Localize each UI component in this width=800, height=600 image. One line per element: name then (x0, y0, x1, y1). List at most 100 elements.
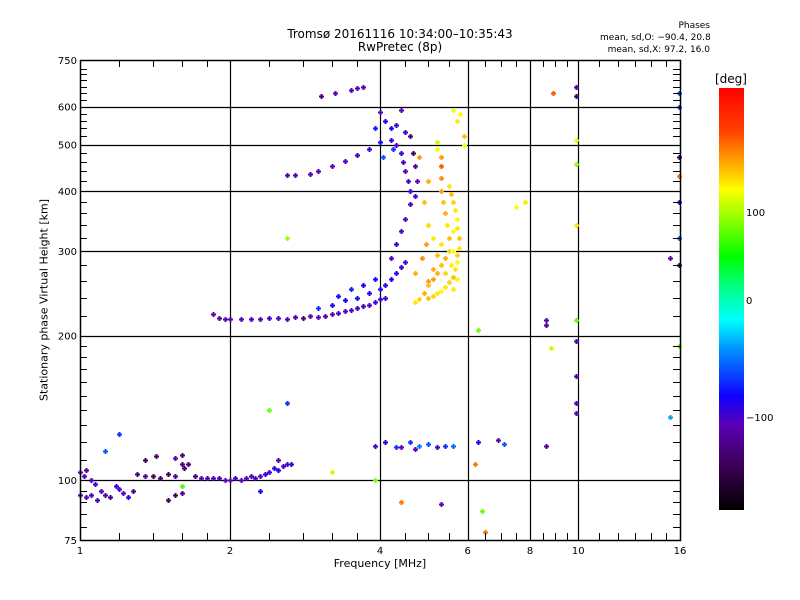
data-point (389, 126, 394, 131)
data-point (373, 444, 378, 449)
data-point-vbar (382, 155, 385, 160)
data-point (217, 316, 222, 321)
data-point (441, 200, 446, 205)
data-point-vbar (302, 316, 305, 321)
data-point (677, 155, 682, 160)
data-point (383, 119, 388, 124)
data-point-vbar (575, 318, 578, 323)
data-point-vbar (400, 265, 403, 270)
data-point (394, 143, 399, 148)
data-point-vbar (362, 283, 365, 288)
data-point (574, 401, 579, 406)
data-point-vbar (331, 303, 334, 308)
data-point (173, 474, 178, 479)
data-point (316, 315, 321, 320)
data-point-vbar (448, 280, 451, 285)
data-point (186, 462, 191, 467)
data-point (476, 328, 481, 333)
data-point-vbar (477, 328, 480, 333)
data-point (424, 242, 429, 247)
data-point-vbar (167, 472, 170, 477)
data-point-vbar (412, 151, 415, 156)
data-point-vbar (337, 294, 340, 299)
colorbar-tick-label: −100 (746, 413, 773, 424)
data-point (443, 444, 448, 449)
data-point (103, 493, 108, 498)
data-point (82, 474, 87, 479)
data-point-vbar (212, 312, 215, 317)
data-point (361, 304, 366, 309)
data-point (455, 253, 460, 258)
data-point (389, 256, 394, 261)
data-point-vbar (132, 489, 135, 494)
data-point-vbar (575, 223, 578, 228)
data-point (426, 442, 431, 447)
data-point-vbar (104, 493, 107, 498)
data-point-vbar (181, 491, 184, 496)
data-point (403, 260, 408, 265)
data-point-vbar (442, 200, 445, 205)
data-point (502, 442, 507, 447)
data-point (383, 283, 388, 288)
data-point-vbar (362, 85, 365, 90)
data-point (258, 317, 263, 322)
data-point-vbar (379, 297, 382, 302)
data-point (439, 176, 444, 181)
data-point-vbar (309, 172, 312, 177)
data-point (462, 143, 467, 148)
data-point (285, 173, 290, 178)
data-point-vbar (436, 271, 439, 276)
data-point (451, 287, 456, 292)
x-tick-label: 10 (572, 546, 585, 557)
data-point-vbar (459, 112, 462, 117)
data-point (453, 208, 458, 213)
data-point (447, 184, 452, 189)
data-point-vbar (432, 236, 435, 241)
data-point (228, 478, 233, 483)
data-point-vbar (575, 162, 578, 167)
data-point-vbar (452, 287, 455, 292)
phases-legend-x: mean, sd,X: 97.2, 16.0 (607, 45, 710, 55)
data-point (574, 318, 579, 323)
data-point-vbar (85, 468, 88, 473)
data-point-vbar (282, 464, 285, 469)
data-point-vbar (497, 438, 500, 443)
data-point (378, 140, 383, 145)
data-point (121, 491, 126, 496)
data-point (431, 236, 436, 241)
data-point-vbar (356, 296, 359, 301)
data-point-vbar (414, 164, 417, 169)
data-point-vbar (404, 260, 407, 265)
data-point (426, 296, 431, 301)
data-point-vbar (458, 246, 461, 251)
data-point-vbar (452, 249, 455, 254)
data-point (551, 91, 556, 96)
data-point-vbar (414, 447, 417, 452)
data-point (355, 296, 360, 301)
data-point-vbar (286, 401, 289, 406)
data-point-vbar (294, 173, 297, 178)
data-point (343, 298, 348, 303)
data-point (439, 242, 444, 247)
data-point-vbar (268, 316, 271, 321)
data-point (378, 297, 383, 302)
data-point-vbar (458, 236, 461, 241)
data-point (422, 291, 427, 296)
data-point-vbar (423, 200, 426, 205)
data-point (180, 462, 185, 467)
data-point-vbar (400, 229, 403, 234)
colorbar: [deg] 100 0 −100 (715, 72, 773, 510)
data-point (114, 484, 119, 489)
data-point (330, 312, 335, 317)
data-point-vbar (669, 415, 672, 420)
data-point-vbar (402, 160, 405, 165)
data-point (544, 323, 549, 328)
data-point-vbar (240, 317, 243, 322)
data-point-vbar (218, 316, 221, 321)
data-point (289, 462, 294, 467)
data-point-vbar (224, 478, 227, 483)
data-point (244, 476, 249, 481)
data-point-vbar (136, 472, 139, 477)
data-point-vbar (350, 88, 353, 93)
